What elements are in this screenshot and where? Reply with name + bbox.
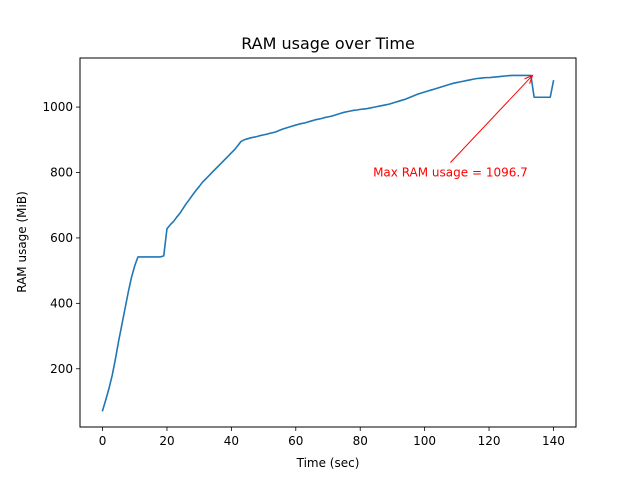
x-tick-label: 40 [224, 434, 239, 448]
x-tick-label: 80 [353, 434, 368, 448]
y-tick-label: 1000 [42, 100, 73, 114]
annotation-group: Max RAM usage = 1096.7 [373, 74, 534, 179]
y-tick-label: 200 [50, 362, 73, 376]
y-tick-label: 400 [50, 296, 73, 310]
y-axis-label: RAM usage (MiB) [15, 191, 29, 293]
ram-usage-line [101, 74, 555, 412]
x-tick-label: 100 [413, 434, 436, 448]
x-tick-label: 140 [542, 434, 565, 448]
max-ram-annotation-text: Max RAM usage = 1096.7 [373, 165, 528, 179]
chart-title: RAM usage over Time [241, 34, 415, 53]
x-tick-label: 120 [478, 434, 501, 448]
annotation-arrow-head [524, 74, 534, 84]
x-tick-label: 20 [159, 434, 174, 448]
x-axis-label: Time (sec) [296, 456, 360, 470]
annotation-arrow-shaft [450, 75, 533, 163]
x-tick-label: 60 [288, 434, 303, 448]
plot-area [101, 74, 555, 412]
x-tick-label: 0 [99, 434, 107, 448]
axes-frame [79, 57, 577, 428]
y-tick-label: 800 [50, 165, 73, 179]
y-axis: 200 400 600 800 1000 [42, 100, 80, 376]
y-tick-label: 600 [50, 231, 73, 245]
x-axis: 0 20 40 60 80 100 120 140 [99, 427, 565, 448]
